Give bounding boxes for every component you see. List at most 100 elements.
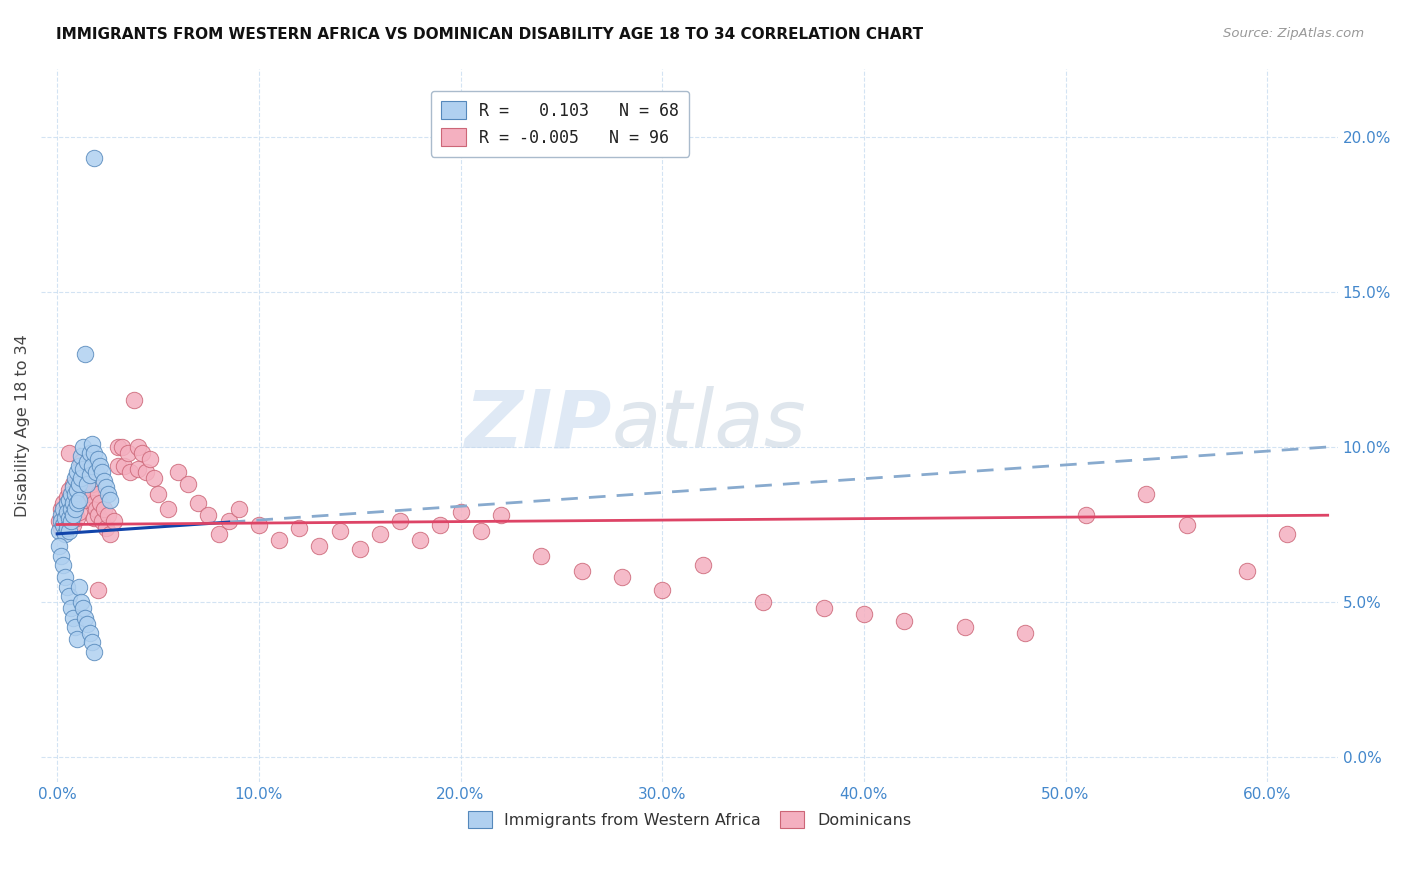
Point [65, 620, 87, 634]
Point [93, 474, 115, 488]
Point [53, 570, 76, 584]
Point [852, 607, 875, 622]
Point [139, 452, 162, 467]
Point [90, 465, 112, 479]
Point [48, 524, 70, 538]
Point [66, 511, 89, 525]
Point [62, 477, 84, 491]
Point [51, 508, 73, 523]
Point [368, 526, 391, 541]
Point [571, 564, 593, 578]
Point [98, 526, 121, 541]
Point [72, 440, 94, 454]
Point [70, 455, 93, 469]
Point [66, 496, 89, 510]
Point [58, 483, 80, 498]
Point [56, 496, 79, 510]
Point [218, 515, 240, 529]
Point [51, 549, 73, 563]
Point [67, 505, 90, 519]
Point [60, 508, 83, 523]
Point [94, 480, 117, 494]
Point [56, 580, 79, 594]
Point [146, 486, 169, 500]
Point [60, 601, 83, 615]
Point [52, 496, 75, 510]
Point [48, 539, 70, 553]
Point [80, 635, 103, 649]
Point [58, 524, 80, 538]
Point [60, 486, 83, 500]
Point [450, 505, 472, 519]
Point [79, 467, 101, 482]
Point [329, 524, 352, 538]
Point [93, 502, 115, 516]
Point [52, 502, 75, 516]
Point [84, 502, 107, 516]
Point [127, 461, 149, 475]
Point [111, 440, 134, 454]
Point [107, 458, 129, 473]
Point [247, 517, 270, 532]
Point [53, 505, 76, 519]
Point [75, 492, 97, 507]
Point [86, 452, 108, 467]
Point [349, 542, 371, 557]
Point [893, 614, 915, 628]
Point [75, 471, 97, 485]
Point [75, 610, 97, 624]
Legend: Immigrants from Western Africa, Dominicans: Immigrants from Western Africa, Dominica… [461, 805, 918, 835]
Point [127, 440, 149, 454]
Point [72, 483, 94, 498]
Point [66, 496, 89, 510]
Point [470, 524, 492, 538]
Point [122, 393, 145, 408]
Point [288, 521, 311, 535]
Point [65, 490, 87, 504]
Point [75, 347, 97, 361]
Point [65, 486, 87, 500]
Point [58, 511, 80, 525]
Point [79, 465, 101, 479]
Point [70, 471, 93, 485]
Point [94, 521, 117, 535]
Point [1135, 486, 1157, 500]
Point [530, 549, 553, 563]
Point [53, 526, 76, 541]
Point [489, 508, 512, 523]
Point [66, 465, 89, 479]
Point [62, 496, 84, 510]
Point [72, 461, 94, 475]
Point [79, 486, 101, 500]
Point [135, 465, 157, 479]
Point [131, 446, 153, 460]
Point [56, 521, 79, 535]
Point [953, 620, 976, 634]
Point [62, 517, 84, 532]
Point [97, 486, 120, 500]
Point [67, 580, 90, 594]
Point [67, 492, 90, 507]
Text: Source: ZipAtlas.com: Source: ZipAtlas.com [1223, 27, 1364, 40]
Point [80, 437, 103, 451]
Point [267, 533, 290, 547]
Point [52, 511, 75, 525]
Point [52, 517, 75, 532]
Point [1277, 526, 1299, 541]
Point [76, 616, 98, 631]
Point [72, 465, 94, 479]
Point [429, 517, 451, 532]
Point [76, 455, 98, 469]
Point [53, 511, 76, 525]
Point [83, 645, 105, 659]
Point [752, 595, 775, 609]
Point [80, 458, 103, 473]
Point [76, 477, 98, 491]
Point [107, 440, 129, 454]
Y-axis label: Disability Age 18 to 34: Disability Age 18 to 34 [15, 334, 30, 516]
Point [62, 480, 84, 494]
Point [187, 496, 209, 510]
Point [97, 508, 120, 523]
Point [48, 515, 70, 529]
Point [89, 496, 111, 510]
